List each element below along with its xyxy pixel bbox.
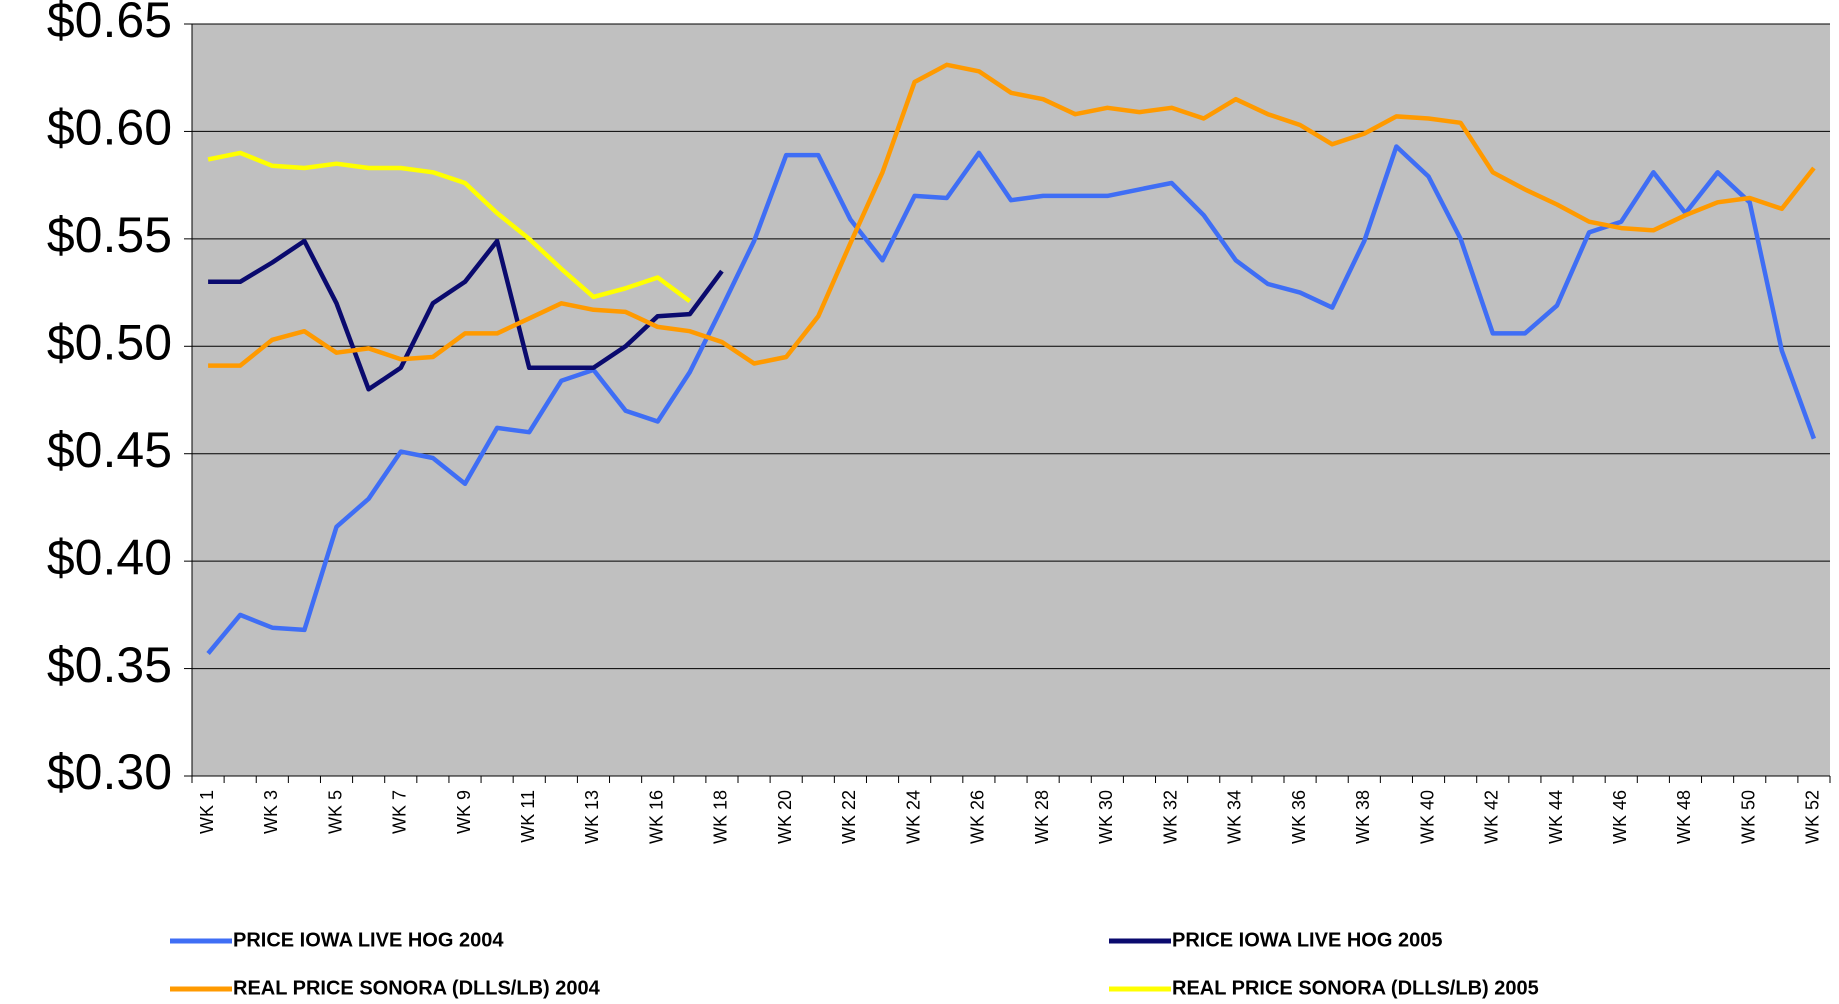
x-tick-label: WK 44 <box>1546 790 1566 844</box>
plot-area <box>192 24 1830 776</box>
y-tick-label: $0.45 <box>47 422 172 478</box>
x-tick-label: WK 46 <box>1610 790 1630 844</box>
y-tick-label: $0.65 <box>47 0 172 48</box>
x-tick-label: WK 50 <box>1738 790 1758 844</box>
x-tick-label: WK 13 <box>582 790 602 844</box>
y-tick-label: $0.55 <box>47 207 172 263</box>
series-line <box>207 150 692 304</box>
x-tick-label: WK 28 <box>1032 790 1052 844</box>
x-tick-label: WK 38 <box>1353 790 1373 844</box>
x-tick-label: WK 7 <box>390 790 410 834</box>
y-tick-label: $0.50 <box>47 314 172 370</box>
x-tick-label: WK 1 <box>197 790 217 834</box>
y-tick-label: $0.40 <box>47 529 172 585</box>
legend-label: PRICE IOWA LIVE HOG 2004 <box>233 929 504 951</box>
x-tick-label: WK 11 <box>518 790 538 843</box>
x-tick-label: WK 32 <box>1160 790 1180 844</box>
x-tick-label: WK 22 <box>839 790 859 844</box>
x-tick-label: WK 18 <box>711 790 731 844</box>
legend-label: PRICE IOWA LIVE HOG 2005 <box>1172 929 1442 951</box>
series-line <box>208 62 1816 368</box>
x-tick-label: WK 9 <box>454 790 474 834</box>
series-line <box>206 144 1817 655</box>
x-tick-label: WK 24 <box>903 790 923 844</box>
y-tick-label: $0.30 <box>47 744 172 800</box>
x-tick-label: WK 26 <box>968 790 988 844</box>
x-tick-label: WK 42 <box>1482 790 1502 844</box>
y-tick-label: $0.60 <box>47 100 172 156</box>
x-tick-label: WK 5 <box>325 790 345 834</box>
x-tick-label: WK 30 <box>1096 790 1116 844</box>
x-tick-label: WK 3 <box>261 790 281 834</box>
legend-label: REAL PRICE SONORA (DLLS/LB) 2005 <box>1172 977 1539 999</box>
x-tick-label: WK 36 <box>1289 790 1309 844</box>
x-tick-label: WK 48 <box>1674 790 1694 844</box>
x-tick-label: WK 34 <box>1225 790 1245 844</box>
series-line <box>208 238 724 392</box>
x-tick-label: WK 40 <box>1417 790 1437 844</box>
y-tick-label: $0.35 <box>47 637 172 693</box>
x-tick-label: WK 52 <box>1803 790 1823 844</box>
x-tick-label: WK 20 <box>775 790 795 844</box>
legend-label: REAL PRICE SONORA (DLLS/LB) 2004 <box>233 977 601 999</box>
x-tick-label: WK 16 <box>646 790 666 844</box>
